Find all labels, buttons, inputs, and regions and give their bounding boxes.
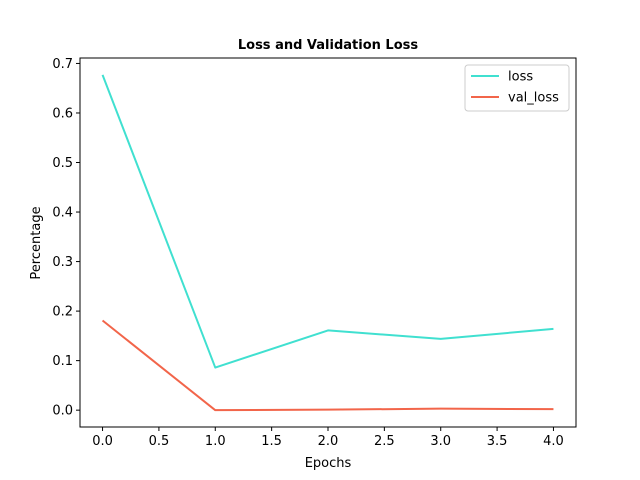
y-tick-label: 0.1 xyxy=(52,354,73,369)
series-line-loss xyxy=(101,74,554,369)
x-tick-label: 2.0 xyxy=(318,434,339,449)
x-tick-label: 4.0 xyxy=(543,434,564,449)
y-axis-label: Percentage xyxy=(29,206,44,279)
y-tick-label: 0.5 xyxy=(52,156,73,171)
y-tick-label: 0.4 xyxy=(52,206,73,221)
y-tick-label: 0.3 xyxy=(52,255,73,270)
legend-label-loss: loss xyxy=(508,70,533,85)
y-tick-label: 0.2 xyxy=(52,305,73,320)
legend: loss val_loss xyxy=(464,64,570,112)
x-tick-label: 3.0 xyxy=(430,434,451,449)
series-line-val-loss xyxy=(101,319,554,412)
x-tick-label: 1.5 xyxy=(261,434,282,449)
y-axis-ticks: 0.0 0.1 0.2 0.3 0.4 0.5 0.6 0.7 xyxy=(52,57,80,419)
chart-title: Loss and Validation Loss xyxy=(238,38,419,53)
legend-label-val-loss: val_loss xyxy=(508,91,559,106)
x-axis-label: Epochs xyxy=(305,456,352,471)
y-tick-label: 0.7 xyxy=(52,57,73,72)
x-tick-label: 1.0 xyxy=(205,434,226,449)
x-tick-label: 0.5 xyxy=(149,434,170,449)
y-tick-label: 0.6 xyxy=(52,106,73,121)
x-tick-label: 3.5 xyxy=(487,434,508,449)
series-layer xyxy=(101,74,554,412)
y-tick-label: 0.0 xyxy=(52,404,73,419)
x-tick-label: 2.5 xyxy=(374,434,395,449)
x-tick-label: 0.0 xyxy=(92,434,113,449)
x-axis-ticks: 0.0 0.5 1.0 1.5 2.0 2.5 3.0 3.5 4.0 xyxy=(92,427,564,449)
